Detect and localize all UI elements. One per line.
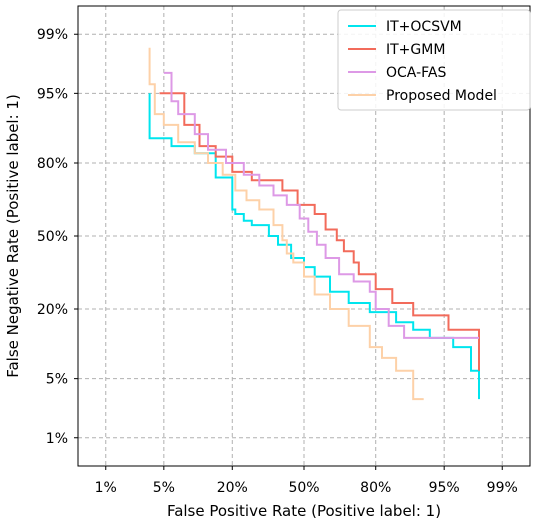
- y-tick-label: 95%: [37, 86, 68, 102]
- y-tick-label: 20%: [37, 302, 68, 318]
- legend-box: [337, 9, 531, 111]
- x-tick-label: 5%: [153, 480, 175, 496]
- grid-lines: [78, 6, 530, 466]
- legend-label: Proposed Model: [386, 88, 497, 104]
- y-tick-label: 99%: [37, 27, 68, 43]
- y-tick-label: 50%: [37, 229, 68, 245]
- x-tick-label: 1%: [95, 480, 117, 496]
- y-tick-label: 5%: [46, 372, 68, 388]
- x-axis-ticks: 1% 5% 20% 50% 80% 95% 99%: [95, 466, 518, 496]
- legend-label: IT+GMM: [386, 42, 445, 58]
- x-tick-label: 95%: [429, 480, 460, 496]
- x-tick-label: 20%: [217, 480, 248, 496]
- legend-label: OCA-FAS: [386, 65, 446, 81]
- series-lines: [148, 47, 480, 401]
- x-tick-label: 80%: [360, 480, 391, 496]
- legend: IT+OCSVM IT+GMM OCA-FAS Proposed Model: [337, 9, 531, 111]
- series-line-3: [163, 71, 479, 339]
- series-line-4: [148, 47, 424, 401]
- series-line-2: [159, 92, 480, 371]
- x-tick-label: 50%: [288, 480, 319, 496]
- series-line-1: [148, 93, 480, 400]
- legend-label: IT+OCSVM: [386, 19, 462, 35]
- y-tick-label: 1%: [46, 431, 68, 447]
- x-tick-label: 99%: [487, 480, 518, 496]
- y-tick-label: 80%: [37, 156, 68, 172]
- y-axis-label: False Negative Rate (Positive label: 1): [4, 94, 22, 378]
- y-axis-ticks: 1% 5% 20% 50% 80% 95% 99%: [37, 27, 78, 447]
- x-axis-label: False Positive Rate (Positive label: 1): [167, 502, 441, 520]
